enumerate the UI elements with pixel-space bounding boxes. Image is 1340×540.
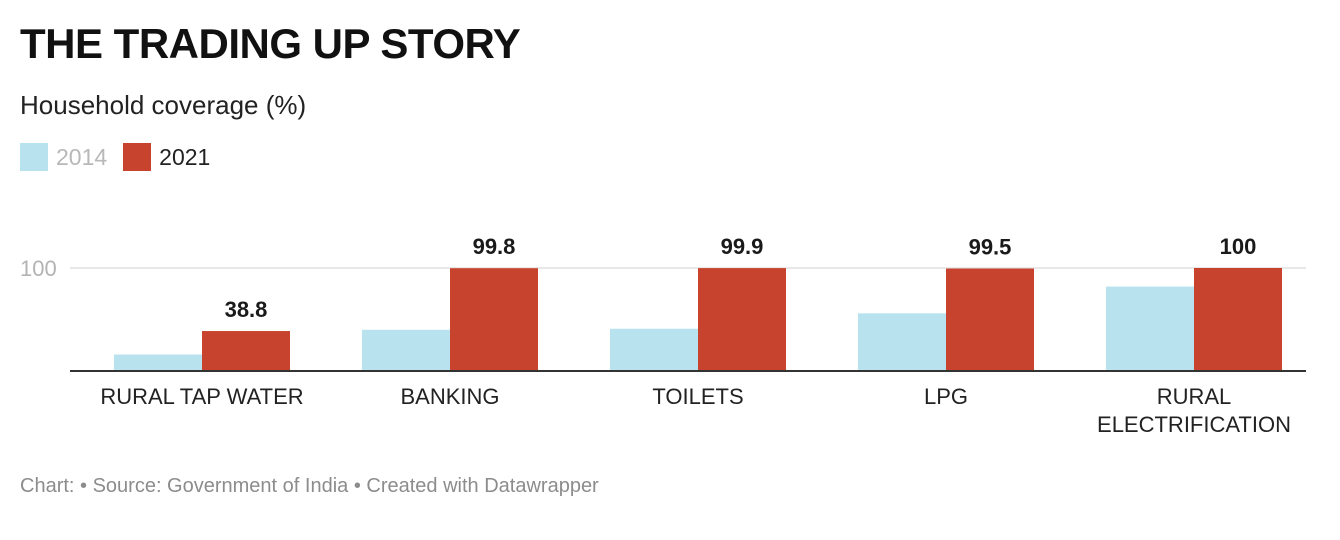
bar-2014-0 (114, 354, 202, 371)
x-tick-label-line: BANKING (400, 384, 499, 409)
bar-2014-3 (858, 313, 946, 371)
bar-2014-4 (1106, 286, 1194, 371)
bar-2021-2 (698, 268, 786, 371)
x-tick-label-line: LPG (924, 384, 968, 409)
legend-label-2014: 2014 (56, 143, 108, 170)
x-tick-label-4: RURAL ELECTRIFICATION (1097, 384, 1291, 437)
x-tick-label-line: RURAL TAP WATER (100, 384, 303, 409)
x-tick-label-line: RURAL (1157, 384, 1232, 409)
legend-label-2021: 2021 (159, 143, 211, 170)
bar-2014-1 (362, 329, 450, 371)
legend: 2014 2021 (20, 143, 226, 171)
legend-swatch-2021 (123, 143, 152, 171)
x-tick-label-2: TOILETS (652, 384, 743, 409)
x-tick-label-line: ELECTRIFICATION (1097, 412, 1291, 437)
legend-item-2021: 2021 (123, 143, 210, 171)
x-tick-label-1: BANKING (400, 384, 499, 409)
chart-footer: Chart: • Source: Government of India • C… (20, 475, 599, 497)
legend-swatch-2014 (20, 143, 48, 171)
chart-subtitle: Household coverage (%) (20, 90, 307, 120)
chart-title: THE TRADING UP STORY (20, 20, 521, 67)
value-label-3: 99.5 (969, 235, 1012, 260)
bar-2014-2 (610, 328, 698, 371)
bar-2021-3 (946, 268, 1034, 371)
x-tick-label-0: RURAL TAP WATER (100, 384, 303, 409)
x-tick-label-3: LPG (924, 384, 968, 409)
bar-2021-0 (202, 331, 290, 371)
bar-2021-1 (450, 268, 538, 371)
value-label-2: 99.9 (721, 234, 764, 259)
value-label-1: 99.8 (473, 234, 516, 259)
value-label-4: 100 (1220, 234, 1257, 259)
y-tick-label-100: 100 (20, 256, 57, 281)
value-label-0: 38.8 (225, 297, 268, 322)
bar-chart: 100 38.8 RURAL TAP WATER 99.8 BANKING 99.9 TOI… (20, 234, 1306, 437)
bar-2021-4 (1194, 268, 1282, 371)
x-tick-label-line: TOILETS (652, 384, 743, 409)
legend-item-2014: 2014 (20, 143, 107, 171)
